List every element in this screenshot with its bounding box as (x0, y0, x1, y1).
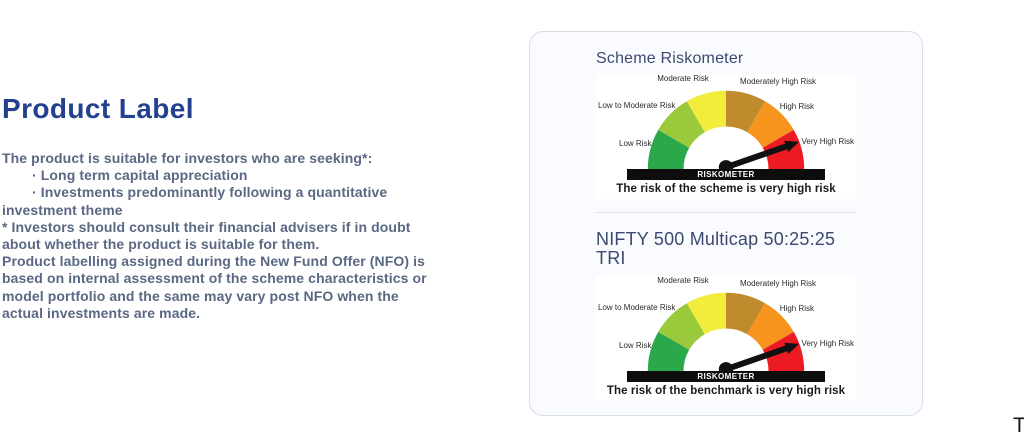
benchmark-risk-caption: The risk of the benchmark is very high r… (606, 385, 846, 397)
label-high-risk: High Risk (779, 102, 814, 111)
segment-moderate-risk (686, 90, 726, 133)
riskometer-bar: RISKOMETER (627, 371, 825, 382)
needle-shaft (725, 143, 789, 171)
label-low-risk: Low Risk (619, 341, 652, 350)
segment-moderately-high-risk (726, 90, 766, 133)
riskometer-card: Scheme Riskometer Low Risk Low to Modera… (529, 31, 923, 416)
label-moderate-risk: Moderate Risk (657, 276, 709, 285)
label-very-high-risk: Very High Risk (801, 137, 854, 146)
body-line: The product is suitable for investors wh… (2, 150, 373, 166)
suitability-text: The product is suitable for investors wh… (2, 150, 524, 322)
label-high-risk: High Risk (779, 304, 814, 313)
product-label-section: Product Label The product is suitable fo… (2, 94, 524, 322)
label-low-to-moderate-risk: Low to Moderate Risk (598, 101, 676, 110)
label-moderately-high-risk: Moderately High Risk (739, 77, 817, 86)
riskometer-gauge (647, 90, 805, 173)
segment-low-risk (647, 129, 690, 169)
needle-arrowhead (784, 342, 800, 354)
label-low-to-moderate-risk: Low to Moderate Risk (598, 303, 676, 312)
body-line: about whether the product is suitable fo… (2, 236, 320, 253)
needle-shaft (725, 345, 789, 373)
scheme-riskometer-heading: Scheme Riskometer (596, 50, 744, 67)
body-line: model portfolio and the same may vary po… (2, 287, 399, 304)
riskometer-bar: RISKOMETER (627, 169, 825, 180)
segment-moderately-high-risk (726, 292, 766, 335)
scheme-riskometer-figure: Low Risk Low to Moderate Risk Moderate R… (596, 74, 856, 199)
riskometer-gauge (647, 292, 805, 375)
card-divider (596, 212, 856, 213)
body-line: Product labelling assigned during the Ne… (2, 253, 426, 270)
segment-low-risk (647, 331, 690, 371)
riskometer-bar-label: RISKOMETER (697, 372, 755, 381)
segment-high-risk (747, 101, 794, 148)
body-line-bullet: · Long term capital appreciation (32, 167, 248, 184)
body-line-bullet: · Investments predominantly following a … (32, 184, 388, 201)
segment-high-risk (747, 303, 794, 350)
segment-low-to-moderate-risk (658, 101, 705, 148)
body-line: based on internal assessment of the sche… (2, 270, 427, 287)
scheme-risk-caption: The risk of the scheme is very high risk (616, 183, 836, 195)
label-moderate-risk: Moderate Risk (657, 74, 709, 83)
label-low-risk: Low Risk (619, 139, 652, 148)
page-title: Product Label (2, 93, 194, 124)
benchmark-heading: NIFTY 500 Multicap 50:25:25 TRI (596, 229, 836, 268)
needle-arrowhead (784, 140, 800, 152)
label-very-high-risk: Very High Risk (801, 339, 854, 348)
body-line: actual investments are made. (2, 304, 201, 321)
benchmark-riskometer-figure: Low Risk Low to Moderate Risk Moderate R… (596, 276, 856, 401)
body-line: investment theme (2, 201, 123, 218)
segment-moderate-risk (686, 292, 726, 335)
clipped-edge-text: T (1013, 414, 1024, 437)
body-line: * Investors should consult their financi… (2, 218, 411, 235)
riskometer-bar-label: RISKOMETER (697, 170, 755, 179)
segment-low-to-moderate-risk (658, 303, 705, 350)
label-moderately-high-risk: Moderately High Risk (739, 279, 817, 288)
